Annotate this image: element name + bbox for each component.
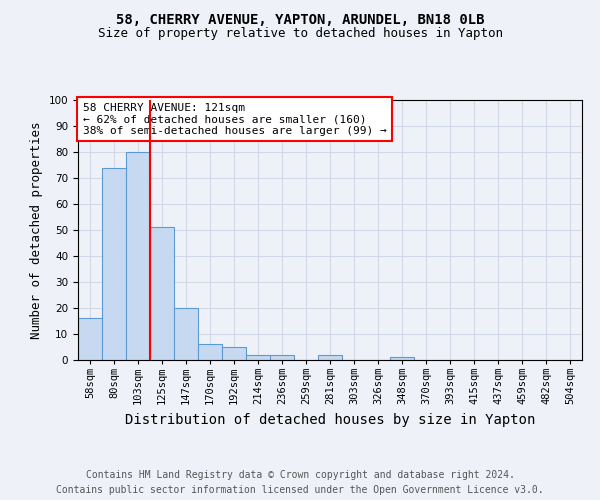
Bar (222, 347, 246, 360)
Bar (270, 355, 294, 360)
Bar (102, 168, 126, 360)
Bar (318, 355, 342, 360)
Bar (126, 152, 150, 360)
Y-axis label: Number of detached properties: Number of detached properties (30, 121, 43, 339)
Text: 58, CHERRY AVENUE, YAPTON, ARUNDEL, BN18 0LB: 58, CHERRY AVENUE, YAPTON, ARUNDEL, BN18… (116, 12, 484, 26)
Text: 58 CHERRY AVENUE: 121sqm
← 62% of detached houses are smaller (160)
38% of semi-: 58 CHERRY AVENUE: 121sqm ← 62% of detach… (83, 102, 387, 136)
Text: Size of property relative to detached houses in Yapton: Size of property relative to detached ho… (97, 28, 503, 40)
Bar (390, 358, 414, 360)
Bar (174, 308, 198, 360)
Bar (150, 228, 174, 360)
X-axis label: Distribution of detached houses by size in Yapton: Distribution of detached houses by size … (125, 413, 535, 427)
Text: Contains HM Land Registry data © Crown copyright and database right 2024.
Contai: Contains HM Land Registry data © Crown c… (56, 470, 544, 495)
Bar (246, 355, 270, 360)
Bar (78, 318, 102, 360)
Bar (198, 344, 222, 360)
